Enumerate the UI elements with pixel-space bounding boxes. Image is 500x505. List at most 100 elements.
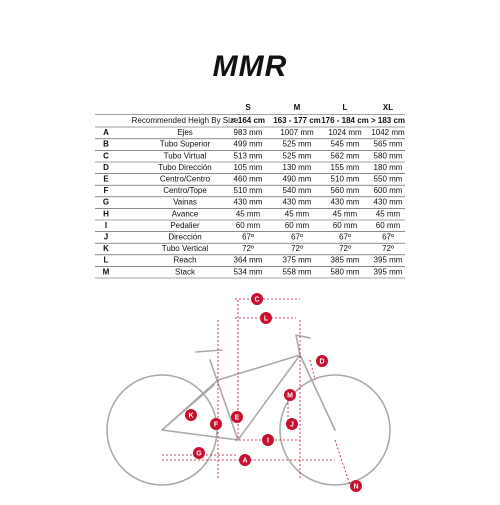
label-letter: C [254,296,259,303]
label-letter: M [287,392,293,399]
row-value: 385 mm [331,256,360,265]
row-value: 72º [382,244,394,253]
label-badge [185,409,197,421]
label-badge [316,355,328,367]
row-letter: F [104,186,109,195]
row-value: 983 mm [234,128,263,137]
row-value: 550 mm [374,175,403,184]
row-name: Avance [172,209,199,218]
row-value: 67º [242,233,254,242]
row-letter: E [103,175,109,184]
recommended-value: 176 - 184 cm [321,116,369,125]
row-value: 430 mm [283,198,312,207]
label-badge [239,454,251,466]
row-value: 558 mm [283,267,312,276]
recommended-value: > 183 cm [371,116,405,125]
row-name: Centro/Centro [160,175,211,184]
label-letter: E [235,414,240,421]
row-name: Vainas [173,198,197,207]
row-name: Pedalier [170,221,200,230]
row-name: Stack [175,267,196,276]
row-name: Tubo Superior [160,140,211,149]
row-value: 72º [339,244,351,253]
label-badge [193,447,205,459]
row-value: 525 mm [283,151,312,160]
row-value: 540 mm [283,186,312,195]
row-value: 580 mm [374,151,403,160]
row-value: 364 mm [234,256,263,265]
row-value: 560 mm [331,186,360,195]
recommended-label: Recommended Heigh By Size [132,116,239,125]
row-name: Ejes [177,128,193,137]
row-value: 395 mm [374,267,403,276]
row-letter: J [104,233,108,242]
dimension-lines [162,298,351,486]
label-letter: L [264,315,269,322]
row-letter: A [103,128,109,137]
row-name: Centro/Tope [163,186,207,195]
row-value: 105 mm [234,163,263,172]
row-letter: K [103,244,109,253]
label-badge [210,418,222,430]
row-value: 72º [242,244,254,253]
row-name: Dirección [168,233,201,242]
row-value: 545 mm [331,140,360,149]
row-value: 395 mm [374,256,403,265]
row-value: 1024 mm [328,128,362,137]
label-letter: J [290,421,294,428]
row-value: 1007 mm [280,128,314,137]
label-letter: F [214,421,219,428]
row-value: 60 mm [333,221,358,230]
row-value: 155 mm [331,163,360,172]
row-value: 60 mm [376,221,401,230]
label-letter: I [267,437,269,444]
label-letter: A [242,457,247,464]
row-value: 580 mm [331,267,360,276]
row-value: 72º [291,244,303,253]
label-badge [284,389,296,401]
row-value: 180 mm [374,163,403,172]
row-value: 430 mm [331,198,360,207]
label-badge [231,411,243,423]
column-header: M [294,103,301,112]
row-value: 460 mm [234,175,263,184]
saddle [195,349,223,353]
row-value: 510 mm [331,175,360,184]
recommended-value: < 164 cm [231,116,265,125]
label-badge [286,418,298,430]
row-value: 67º [382,233,394,242]
label-badge [262,434,274,446]
row-letter: I [105,221,107,230]
row-value: 565 mm [374,140,403,149]
row-name: Tubo Dirección [158,163,212,172]
diagram-labels: C L D M K E F J I G A N [185,293,362,492]
row-value: 60 mm [285,221,310,230]
row-value: 60 mm [236,221,261,230]
column-header: S [245,103,251,112]
row-value: 525 mm [283,140,312,149]
row-letter: M [103,267,110,276]
label-badge [251,293,263,305]
row-letter: B [103,140,109,149]
row-value: 534 mm [234,267,263,276]
row-name: Reach [173,256,196,265]
frame [161,334,336,441]
row-value: 45 mm [376,209,401,218]
label-letter: N [353,483,358,490]
row-value: 1042 mm [371,128,405,137]
row-value: 499 mm [234,140,263,149]
row-value: 430 mm [234,198,263,207]
row-value: 45 mm [285,209,310,218]
row-value: 67º [291,233,303,242]
column-header: XL [383,103,393,112]
row-letter: D [103,163,109,172]
label-letter: D [319,358,324,365]
row-value: 130 mm [283,163,312,172]
column-header: L [343,103,348,112]
label-badge [260,312,272,324]
front-wheel [279,374,391,486]
label-letter: G [196,450,202,457]
row-value: 513 mm [234,151,263,160]
